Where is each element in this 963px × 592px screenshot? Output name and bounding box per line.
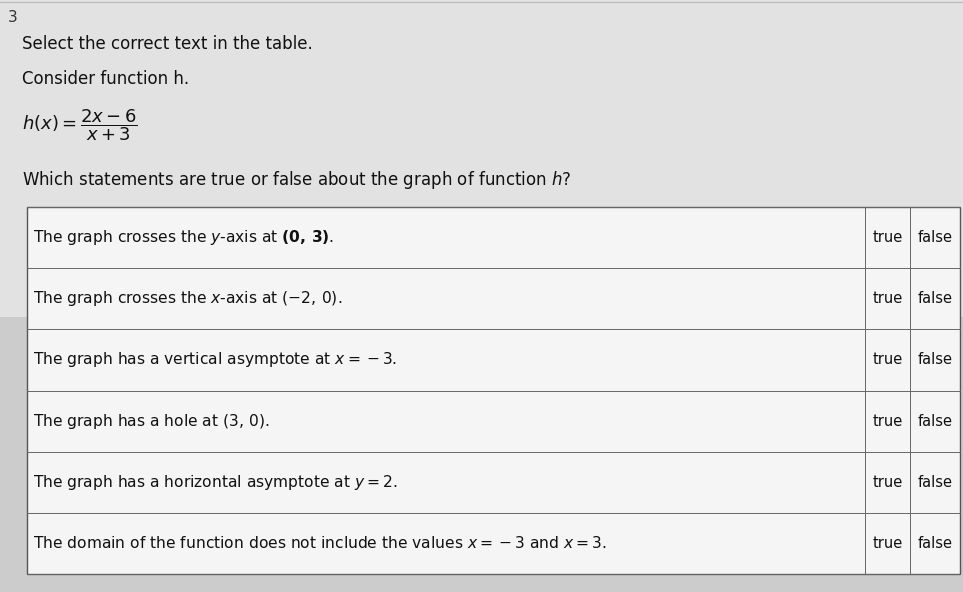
Text: true: true [872,475,902,490]
Text: The domain of the function does not include the values $x = -3$ and $x = 3$.: The domain of the function does not incl… [33,535,607,551]
Bar [27,207,960,574]
Bar [0,0,963,317]
Text: false: false [918,536,952,551]
Text: true: true [872,230,902,245]
Text: $h(x) = \dfrac{2x-6}{x+3}$: $h(x) = \dfrac{2x-6}{x+3}$ [22,107,138,143]
Text: Which statements are true or false about the graph of function $h$?: Which statements are true or false about… [22,169,572,191]
Text: 3: 3 [8,10,17,25]
Text: The graph crosses the $x$-axis at $(-2,\,0)$.: The graph crosses the $x$-axis at $(-2,\… [33,289,342,308]
Text: false: false [918,414,952,429]
Text: true: true [872,291,902,306]
Text: true: true [872,352,902,368]
Text: The graph has a vertical asymptote at $x = -3$.: The graph has a vertical asymptote at $x… [33,350,397,369]
Text: true: true [872,536,902,551]
Text: The graph has a horizontal asymptote at $y = 2$.: The graph has a horizontal asymptote at … [33,473,398,492]
Text: false: false [918,291,952,306]
Text: true: true [872,414,902,429]
Text: Consider function h.: Consider function h. [22,70,189,88]
Bar [0,317,963,592]
Text: The graph crosses the $y$-axis at $\mathbf{(0,\,3)}$.: The graph crosses the $y$-axis at $\math… [33,228,334,247]
Text: false: false [918,352,952,368]
Text: Select the correct text in the table.: Select the correct text in the table. [22,35,313,53]
Text: The graph has a hole at $(3,\,0)$.: The graph has a hole at $(3,\,0)$. [33,411,270,430]
Text: false: false [918,475,952,490]
Text: false: false [918,230,952,245]
